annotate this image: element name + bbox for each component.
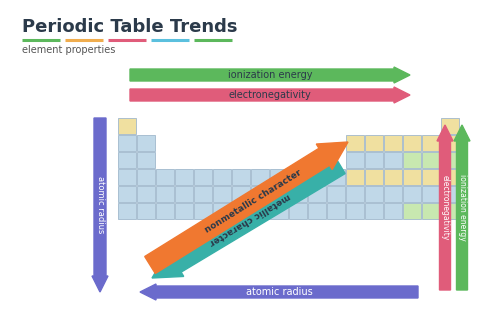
Bar: [422, 169, 440, 185]
Bar: [232, 169, 250, 185]
Bar: [365, 186, 383, 202]
FancyArrow shape: [140, 284, 418, 300]
Text: ionization energy: ionization energy: [458, 174, 466, 241]
Bar: [232, 203, 250, 219]
Bar: [365, 203, 383, 219]
FancyArrow shape: [92, 118, 108, 292]
Bar: [232, 186, 250, 202]
Bar: [213, 203, 231, 219]
Bar: [441, 169, 459, 185]
Bar: [289, 186, 307, 202]
Bar: [327, 203, 345, 219]
Bar: [365, 152, 383, 168]
Bar: [403, 203, 421, 219]
Bar: [346, 169, 364, 185]
FancyArrow shape: [152, 156, 345, 278]
Bar: [289, 203, 307, 219]
Bar: [384, 152, 402, 168]
Bar: [365, 169, 383, 185]
Bar: [194, 203, 212, 219]
Bar: [441, 135, 459, 151]
Bar: [289, 169, 307, 185]
Text: atomic radius: atomic radius: [246, 287, 312, 297]
Bar: [403, 152, 421, 168]
Bar: [403, 135, 421, 151]
Bar: [327, 186, 345, 202]
Bar: [384, 186, 402, 202]
Bar: [384, 203, 402, 219]
Bar: [422, 152, 440, 168]
Text: nonmetallic character: nonmetallic character: [203, 168, 303, 234]
Bar: [384, 169, 402, 185]
Text: ionization energy: ionization energy: [228, 70, 312, 80]
Bar: [175, 186, 193, 202]
Bar: [118, 152, 136, 168]
Bar: [175, 169, 193, 185]
Bar: [137, 203, 155, 219]
Bar: [403, 186, 421, 202]
FancyArrow shape: [130, 67, 410, 83]
Text: electronegativity: electronegativity: [228, 90, 312, 100]
Bar: [441, 118, 459, 134]
Bar: [308, 186, 326, 202]
Bar: [441, 203, 459, 219]
Bar: [137, 186, 155, 202]
Bar: [441, 152, 459, 168]
Bar: [156, 186, 174, 202]
Bar: [422, 186, 440, 202]
FancyArrow shape: [437, 125, 453, 290]
Bar: [251, 203, 269, 219]
Bar: [137, 169, 155, 185]
Bar: [365, 135, 383, 151]
Bar: [346, 135, 364, 151]
Bar: [213, 186, 231, 202]
Bar: [346, 186, 364, 202]
Bar: [118, 118, 136, 134]
Bar: [194, 186, 212, 202]
Bar: [308, 169, 326, 185]
Bar: [327, 169, 345, 185]
Bar: [213, 169, 231, 185]
Bar: [270, 169, 288, 185]
Bar: [346, 203, 364, 219]
Bar: [270, 203, 288, 219]
Bar: [422, 135, 440, 151]
Bar: [137, 135, 155, 151]
Bar: [251, 186, 269, 202]
Text: element properties: element properties: [22, 45, 116, 55]
Text: metallic character: metallic character: [208, 191, 292, 247]
Text: Periodic Table Trends: Periodic Table Trends: [22, 18, 238, 36]
Bar: [270, 186, 288, 202]
Bar: [194, 169, 212, 185]
Bar: [137, 152, 155, 168]
Bar: [403, 169, 421, 185]
Text: atomic radius: atomic radius: [96, 176, 104, 234]
Bar: [118, 169, 136, 185]
Bar: [175, 203, 193, 219]
Bar: [118, 186, 136, 202]
Bar: [251, 169, 269, 185]
Bar: [346, 152, 364, 168]
Text: electronegativity: electronegativity: [440, 175, 450, 240]
FancyArrow shape: [454, 125, 470, 290]
Bar: [422, 203, 440, 219]
Bar: [118, 203, 136, 219]
Bar: [118, 135, 136, 151]
FancyArrow shape: [144, 142, 348, 273]
Bar: [308, 203, 326, 219]
Bar: [384, 135, 402, 151]
Bar: [441, 186, 459, 202]
Bar: [156, 169, 174, 185]
FancyArrow shape: [130, 87, 410, 103]
Bar: [156, 203, 174, 219]
